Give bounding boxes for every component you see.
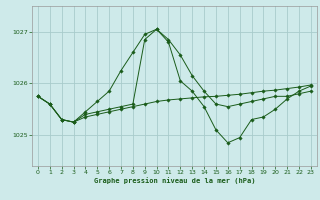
X-axis label: Graphe pression niveau de la mer (hPa): Graphe pression niveau de la mer (hPa) bbox=[94, 177, 255, 184]
